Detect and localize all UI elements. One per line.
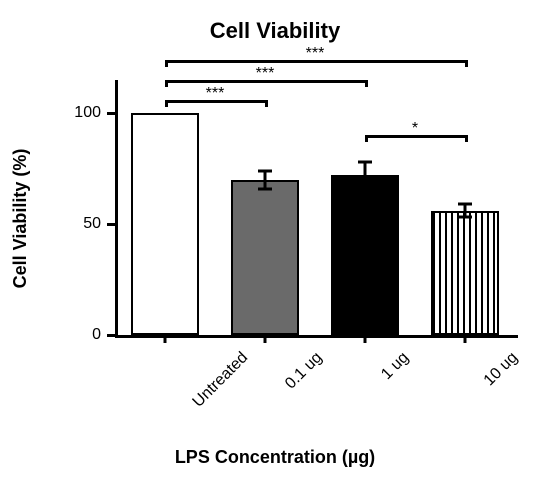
error-cap — [358, 161, 372, 164]
bar — [331, 175, 399, 335]
x-tick — [264, 335, 267, 343]
error-cap — [358, 185, 372, 188]
y-tick-label: 100 — [0, 104, 101, 122]
significance-label: * — [412, 121, 418, 137]
x-category-label: Untreated — [190, 349, 252, 411]
x-tick — [164, 335, 167, 343]
y-tick-label: 0 — [0, 326, 101, 344]
error-cap — [258, 169, 272, 172]
significance-label: *** — [256, 66, 275, 82]
error-cap — [458, 203, 472, 206]
significance-bracket-drop — [165, 60, 168, 67]
significance-bracket-drop — [365, 135, 368, 142]
y-tick — [107, 112, 115, 115]
error-bar — [264, 171, 267, 189]
x-category-label: 0.1 ug — [282, 349, 326, 393]
significance-bracket-drop — [365, 80, 368, 87]
significance-bracket-drop — [165, 80, 168, 87]
significance-label: *** — [206, 86, 225, 102]
x-tick — [464, 335, 467, 343]
x-category-label: 1 ug — [378, 349, 413, 384]
significance-label: *** — [306, 46, 325, 62]
x-tick — [364, 335, 367, 343]
y-tick — [107, 334, 115, 337]
significance-bracket-drop — [265, 100, 268, 107]
bar — [231, 180, 299, 335]
error-bar — [364, 162, 367, 186]
significance-bracket-drop — [465, 60, 468, 67]
y-tick — [107, 223, 115, 226]
x-axis-label: LPS Concentration (µg) — [0, 447, 550, 468]
bar — [131, 113, 199, 335]
chart-container: Cell Viability Cell Viability (%) LPS Co… — [0, 0, 550, 504]
significance-bracket-drop — [465, 135, 468, 142]
y-tick-label: 50 — [0, 215, 101, 233]
x-category-label: 10 ug — [481, 349, 522, 390]
error-cap — [458, 216, 472, 219]
significance-bracket-drop — [165, 100, 168, 107]
error-cap — [258, 187, 272, 190]
bar — [431, 211, 499, 335]
chart-title: Cell Viability — [0, 18, 550, 44]
